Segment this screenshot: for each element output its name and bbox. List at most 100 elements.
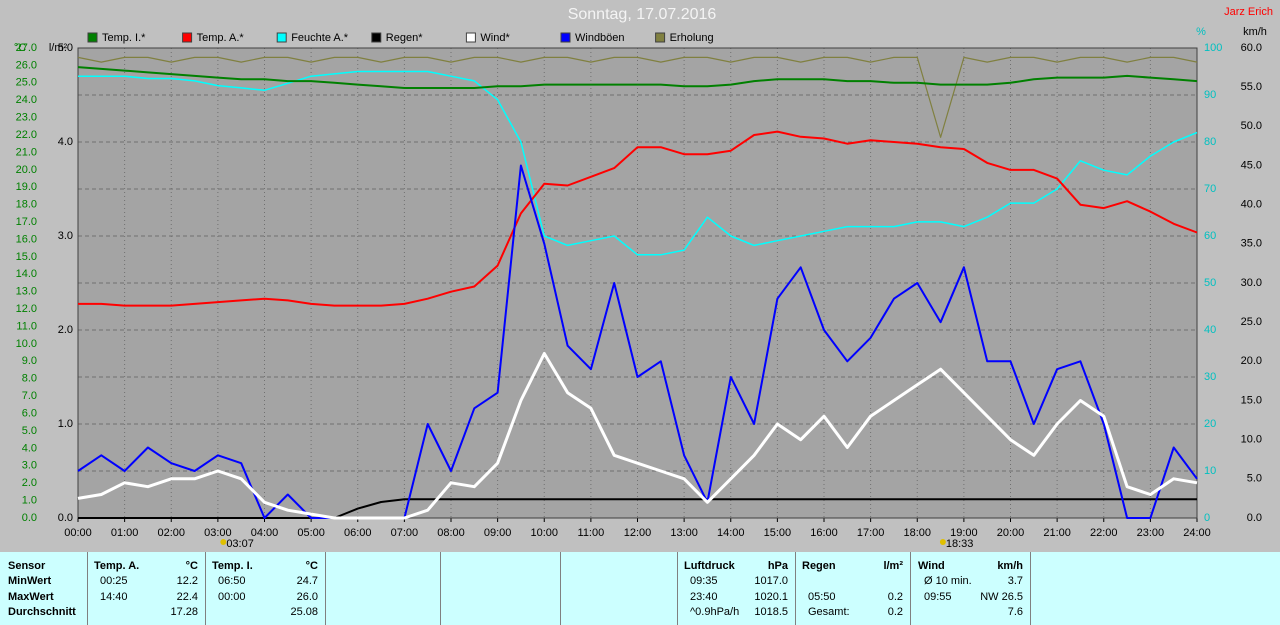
separator: [910, 552, 911, 625]
y-tick-label: 0.0: [58, 512, 73, 524]
separator: [440, 552, 441, 625]
y-tick-label: 8.0: [22, 373, 37, 385]
y-tick-label: 5.0: [22, 425, 37, 437]
legend-swatch: [465, 32, 476, 43]
cell-label: MinWert: [8, 575, 52, 587]
y-tick-label: 40.0: [1241, 199, 1262, 211]
y-tick-label: 35.0: [1241, 238, 1262, 250]
x-tick-label: 20:00: [997, 527, 1025, 539]
series-line: [78, 130, 1198, 307]
y-tick-label: 30.0: [1241, 277, 1262, 289]
cell-label: 00:00: [218, 590, 246, 603]
x-tick-label: 24:00: [1183, 527, 1211, 539]
x-tick-label: 07:00: [391, 527, 419, 539]
column-title: Regen: [802, 560, 836, 572]
column-title: Temp. I.: [212, 560, 253, 572]
sun-marker: [939, 539, 946, 545]
cell-value: 17.28: [170, 606, 198, 618]
unit-label: km/h: [1243, 26, 1267, 38]
y-tick-label: 18.0: [16, 199, 37, 211]
y-tick-label: 11.0: [16, 320, 37, 332]
x-tick-label: 13:00: [670, 527, 698, 539]
y-tick-label: 10.0: [1241, 434, 1262, 446]
y-tick-label: 7.0: [22, 390, 37, 402]
x-tick-label: 09:00: [484, 527, 512, 539]
x-tick-label: 23:00: [1137, 527, 1165, 539]
y-tick-label: 30: [1204, 371, 1216, 383]
separator: [677, 552, 678, 625]
author: Jarz Erich: [1224, 6, 1273, 18]
y-tick-label: 3.0: [22, 460, 37, 472]
x-tick-label: 22:00: [1090, 527, 1118, 539]
x-tick-label: 01:00: [111, 527, 139, 539]
unit-label: l/m²: [49, 42, 68, 54]
legend-label: Windböen: [575, 32, 625, 44]
plot-frame: [77, 47, 1198, 519]
y-tick-label: 45.0: [1241, 159, 1262, 171]
y-tick-label: 10.0: [16, 338, 37, 350]
y-tick-label: 40: [1204, 324, 1216, 336]
legend-label: Wind*: [480, 32, 510, 44]
x-tick-label: 03:00: [204, 527, 232, 539]
column-title: Temp. A.: [94, 560, 140, 572]
legend-swatch: [371, 32, 382, 43]
y-tick-label: 22.0: [16, 129, 37, 141]
column-unit: °C: [185, 560, 198, 572]
y-tick-label: 100: [1204, 42, 1222, 54]
cell-label: 05:50: [808, 590, 836, 603]
cell-value: 25.08: [290, 606, 318, 618]
cell-label: 14:40: [100, 590, 128, 603]
y-tick-label: 1.0: [58, 418, 73, 430]
cell-label: 06:50: [218, 575, 246, 587]
series-line: [77, 66, 1198, 89]
cell-value: 3.7: [1007, 575, 1023, 587]
cell-value: 0.2: [887, 606, 903, 618]
legend-swatch: [182, 32, 193, 43]
x-tick-label: 12:00: [624, 527, 652, 539]
y-tick-label: 50: [1204, 277, 1216, 289]
unit-label: °C: [14, 42, 26, 54]
cell-label: Gesamt:: [808, 606, 850, 618]
y-tick-label: 3.0: [58, 230, 73, 242]
x-tick-label: 17:00: [857, 527, 885, 539]
x-tick-label: 15:00: [764, 527, 792, 539]
cell-label: 09:55: [924, 590, 952, 603]
y-tick-label: 6.0: [22, 407, 37, 419]
cell-value: 24.7: [296, 575, 318, 587]
y-tick-label: 0.0: [22, 512, 37, 524]
x-tick-label: 14:00: [717, 527, 745, 539]
y-tick-label: 17.0: [16, 216, 37, 228]
stats-table: Sensor MinWert MaxWert Durchschnitt Temp. A.…: [0, 552, 1280, 625]
y-tick-label: 27.0: [16, 42, 37, 54]
x-tick-label: 08:00: [437, 527, 465, 539]
y-tick-label: 15.0: [1241, 394, 1262, 406]
column-unit: hPa: [767, 560, 788, 572]
y-tick-label: 25.0: [1241, 316, 1262, 328]
x-tick-label: 05:00: [297, 527, 325, 539]
cell-value: 12.2: [176, 575, 198, 587]
y-tick-label: 16.0: [16, 233, 37, 245]
column-title: Luftdruck: [684, 560, 735, 572]
annotation: 18:33: [946, 538, 974, 550]
separator: [325, 552, 326, 625]
y-tick-label: 5.0: [1247, 473, 1262, 485]
x-tick-label: 19:00: [950, 527, 978, 539]
y-tick-label: 21.0: [16, 146, 37, 158]
x-tick-label: 04:00: [251, 527, 279, 539]
x-tick-label: 16:00: [810, 527, 838, 539]
column-unit: km/h: [997, 560, 1023, 572]
y-tick-label: 4.0: [22, 442, 37, 454]
chart-title: Sonntag, 17.07.2016: [568, 6, 717, 23]
cell-label: 09:35: [690, 575, 718, 587]
cell-label: Durchschnitt: [8, 606, 76, 618]
cell-value: 0.2: [887, 590, 903, 603]
legend-label: Temp. A.*: [197, 32, 245, 44]
cell-value: 26.0: [296, 590, 318, 603]
x-tick-label: 02:00: [157, 527, 185, 539]
unit-label: %: [1196, 26, 1206, 38]
y-tick-label: 20.0: [16, 164, 37, 176]
legend-label: Regen*: [386, 32, 423, 44]
y-tick-label: 9.0: [22, 355, 37, 367]
legend-label: Feuchte A.*: [291, 32, 349, 44]
y-tick-label: 90: [1204, 89, 1216, 101]
